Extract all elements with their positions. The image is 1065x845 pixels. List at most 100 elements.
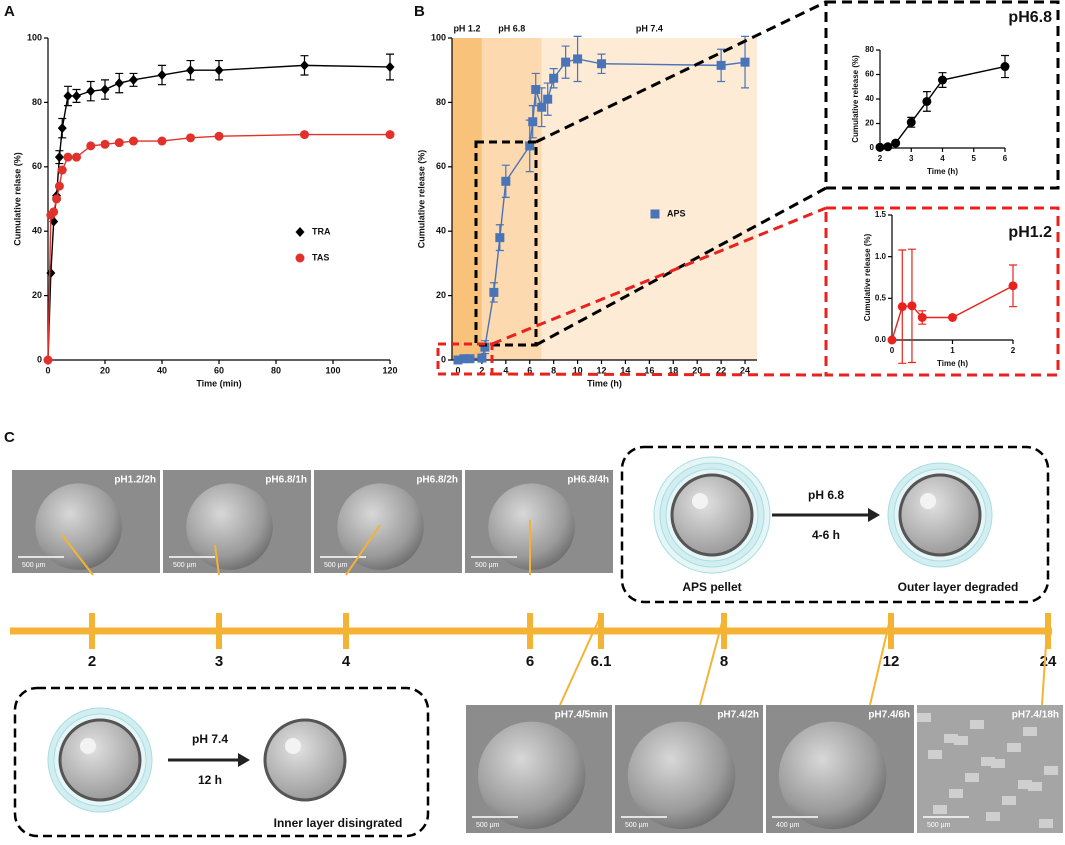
marker: [561, 57, 571, 67]
scale-label: 500 µm: [22, 562, 46, 569]
y-tick-label: 20: [436, 290, 446, 300]
fragment: [1023, 727, 1037, 736]
pellet-image: [35, 483, 122, 570]
fragment: [965, 773, 979, 782]
fragment: [933, 805, 947, 814]
y-tick-label: 100: [431, 32, 446, 42]
ph-region: [541, 38, 757, 360]
timeline-tick: [888, 613, 894, 649]
pellet-image: [477, 721, 586, 830]
y-tick-label: 40: [436, 226, 446, 236]
scale-label: 500 µm: [625, 822, 649, 829]
photo-link: [345, 524, 381, 576]
inset-title: pH1.2: [1008, 224, 1052, 241]
timeline-label: 6: [526, 653, 534, 670]
timeline-label: 12: [883, 653, 900, 670]
x-tick-label: 0: [45, 365, 50, 375]
inset-frame: [824, 0, 1060, 190]
x-tick-label: 10: [573, 365, 583, 375]
y-tick-label: 0: [441, 354, 446, 364]
marker: [57, 123, 67, 134]
y-tick-label: 80: [32, 97, 42, 107]
marker: [922, 96, 932, 106]
marker: [531, 85, 541, 95]
pellet-image: [186, 483, 273, 570]
marker: [528, 117, 538, 127]
x-axis-label: Time (h): [587, 378, 622, 388]
marker: [573, 54, 583, 64]
micrograph-label: pH7.4/6h: [868, 710, 910, 721]
x-tick-label: 6: [527, 365, 532, 375]
marker: [501, 176, 511, 186]
y-axis-label: Cumulative release (%): [416, 150, 426, 249]
panel-label: A: [4, 3, 15, 20]
timeline-label: 2: [88, 653, 96, 670]
x-tick-label: 8: [551, 365, 556, 375]
marker: [43, 355, 53, 365]
scheme-box: [620, 445, 1050, 604]
highlight: [692, 493, 708, 509]
marker: [86, 141, 96, 151]
marker: [63, 90, 73, 101]
highlight: [285, 738, 301, 754]
marker: [480, 342, 490, 352]
fragment: [1007, 743, 1021, 752]
marker: [214, 131, 224, 141]
marker: [938, 75, 947, 85]
marker: [157, 136, 167, 146]
timeline-tick: [216, 613, 222, 649]
scale-label: 500 µm: [476, 822, 500, 829]
marker: [300, 60, 309, 71]
marker: [549, 73, 559, 83]
marker: [453, 355, 463, 365]
fragment: [970, 720, 984, 729]
micrograph-label: pH1.2/2h: [114, 475, 156, 486]
y-tick-label: 20: [32, 290, 42, 300]
marker: [72, 152, 81, 162]
photo-link: [869, 614, 892, 706]
arrow-head: [868, 508, 880, 522]
marker: [129, 74, 138, 85]
timeline-label: 24: [1040, 653, 1057, 670]
x-tick-label: 16: [644, 365, 654, 375]
timeline-label: 3: [215, 653, 223, 670]
x-tick-label: 3: [909, 154, 914, 163]
pellet-image: [778, 721, 887, 830]
timeline-label: 4: [342, 653, 351, 670]
y-tick-label: 40: [32, 226, 42, 236]
scale-label: 400 µm: [776, 822, 800, 829]
scale-label: 500 µm: [475, 562, 499, 569]
micrograph-label: pH7.4/2h: [717, 710, 759, 721]
x-tick-label: 2: [1011, 346, 1016, 355]
scheme-label: Inner layer disingrated: [274, 816, 403, 830]
marker: [186, 133, 195, 143]
marker: [883, 142, 893, 152]
marker: [129, 136, 138, 146]
highlight: [80, 738, 96, 754]
marker: [100, 139, 110, 149]
x-tick-label: 100: [325, 365, 340, 375]
x-axis-label: Time (h): [937, 359, 968, 368]
marker: [597, 59, 607, 69]
series-line: [891, 285, 1014, 341]
marker: [157, 70, 167, 81]
x-tick-label: 20: [692, 365, 702, 375]
y-axis-label: Cumulative relase (%): [12, 152, 22, 246]
marker: [54, 152, 64, 163]
y-tick-label: 0: [37, 354, 42, 364]
marker: [906, 117, 916, 127]
marker: [214, 65, 224, 76]
y-tick-label: 40: [865, 94, 874, 103]
x-tick-label: 6: [1003, 154, 1008, 163]
y-tick-label: 1.0: [875, 252, 887, 261]
marker: [917, 313, 927, 322]
highlight: [920, 493, 936, 509]
scale-label: 500 µm: [173, 562, 197, 569]
marker: [114, 78, 124, 89]
y-tick-label: 20: [865, 119, 874, 128]
scheme-label: 12 h: [198, 773, 222, 787]
series-line: [47, 133, 390, 361]
marker: [385, 130, 395, 140]
marker: [1000, 62, 1010, 72]
